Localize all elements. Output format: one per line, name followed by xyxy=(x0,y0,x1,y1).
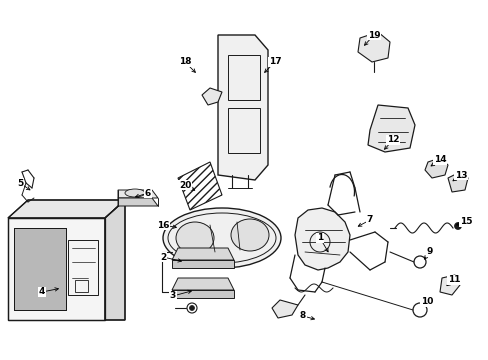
Text: 4: 4 xyxy=(39,288,45,297)
Text: 9: 9 xyxy=(426,248,432,256)
Polygon shape xyxy=(202,88,222,105)
Polygon shape xyxy=(178,162,222,210)
Ellipse shape xyxy=(230,219,268,251)
Polygon shape xyxy=(172,278,234,290)
Polygon shape xyxy=(118,190,158,198)
Text: 18: 18 xyxy=(179,58,191,67)
Polygon shape xyxy=(172,248,234,260)
Circle shape xyxy=(189,306,194,310)
Polygon shape xyxy=(367,105,414,152)
Text: 19: 19 xyxy=(367,31,380,40)
Bar xyxy=(68,240,98,295)
Text: 10: 10 xyxy=(420,297,432,306)
Text: 5: 5 xyxy=(17,179,23,188)
Text: 12: 12 xyxy=(386,135,398,144)
Polygon shape xyxy=(172,290,234,298)
Circle shape xyxy=(453,222,461,230)
Text: 8: 8 xyxy=(299,311,305,320)
Text: 17: 17 xyxy=(268,58,281,67)
Ellipse shape xyxy=(176,222,214,254)
Ellipse shape xyxy=(163,208,281,268)
Polygon shape xyxy=(447,172,467,192)
Polygon shape xyxy=(8,218,105,320)
Polygon shape xyxy=(8,200,125,218)
Bar xyxy=(14,228,66,310)
Text: 15: 15 xyxy=(459,217,471,226)
Text: 16: 16 xyxy=(157,220,169,230)
Text: 13: 13 xyxy=(454,171,467,180)
Ellipse shape xyxy=(125,189,145,197)
Polygon shape xyxy=(172,260,234,268)
Polygon shape xyxy=(294,208,349,270)
Text: 14: 14 xyxy=(433,156,446,165)
Bar xyxy=(14,228,66,310)
Bar xyxy=(227,108,260,153)
Text: 7: 7 xyxy=(366,216,372,225)
Text: 1: 1 xyxy=(316,234,323,243)
Polygon shape xyxy=(118,198,158,206)
Text: 2: 2 xyxy=(160,252,166,261)
Polygon shape xyxy=(424,158,447,178)
Text: 11: 11 xyxy=(447,275,459,284)
Polygon shape xyxy=(271,300,297,318)
Polygon shape xyxy=(439,275,459,295)
Polygon shape xyxy=(218,35,267,180)
Text: 20: 20 xyxy=(179,180,191,189)
Bar xyxy=(227,55,260,100)
Polygon shape xyxy=(105,200,125,320)
Text: 6: 6 xyxy=(144,189,151,198)
Text: 3: 3 xyxy=(169,292,176,301)
Polygon shape xyxy=(357,32,389,62)
